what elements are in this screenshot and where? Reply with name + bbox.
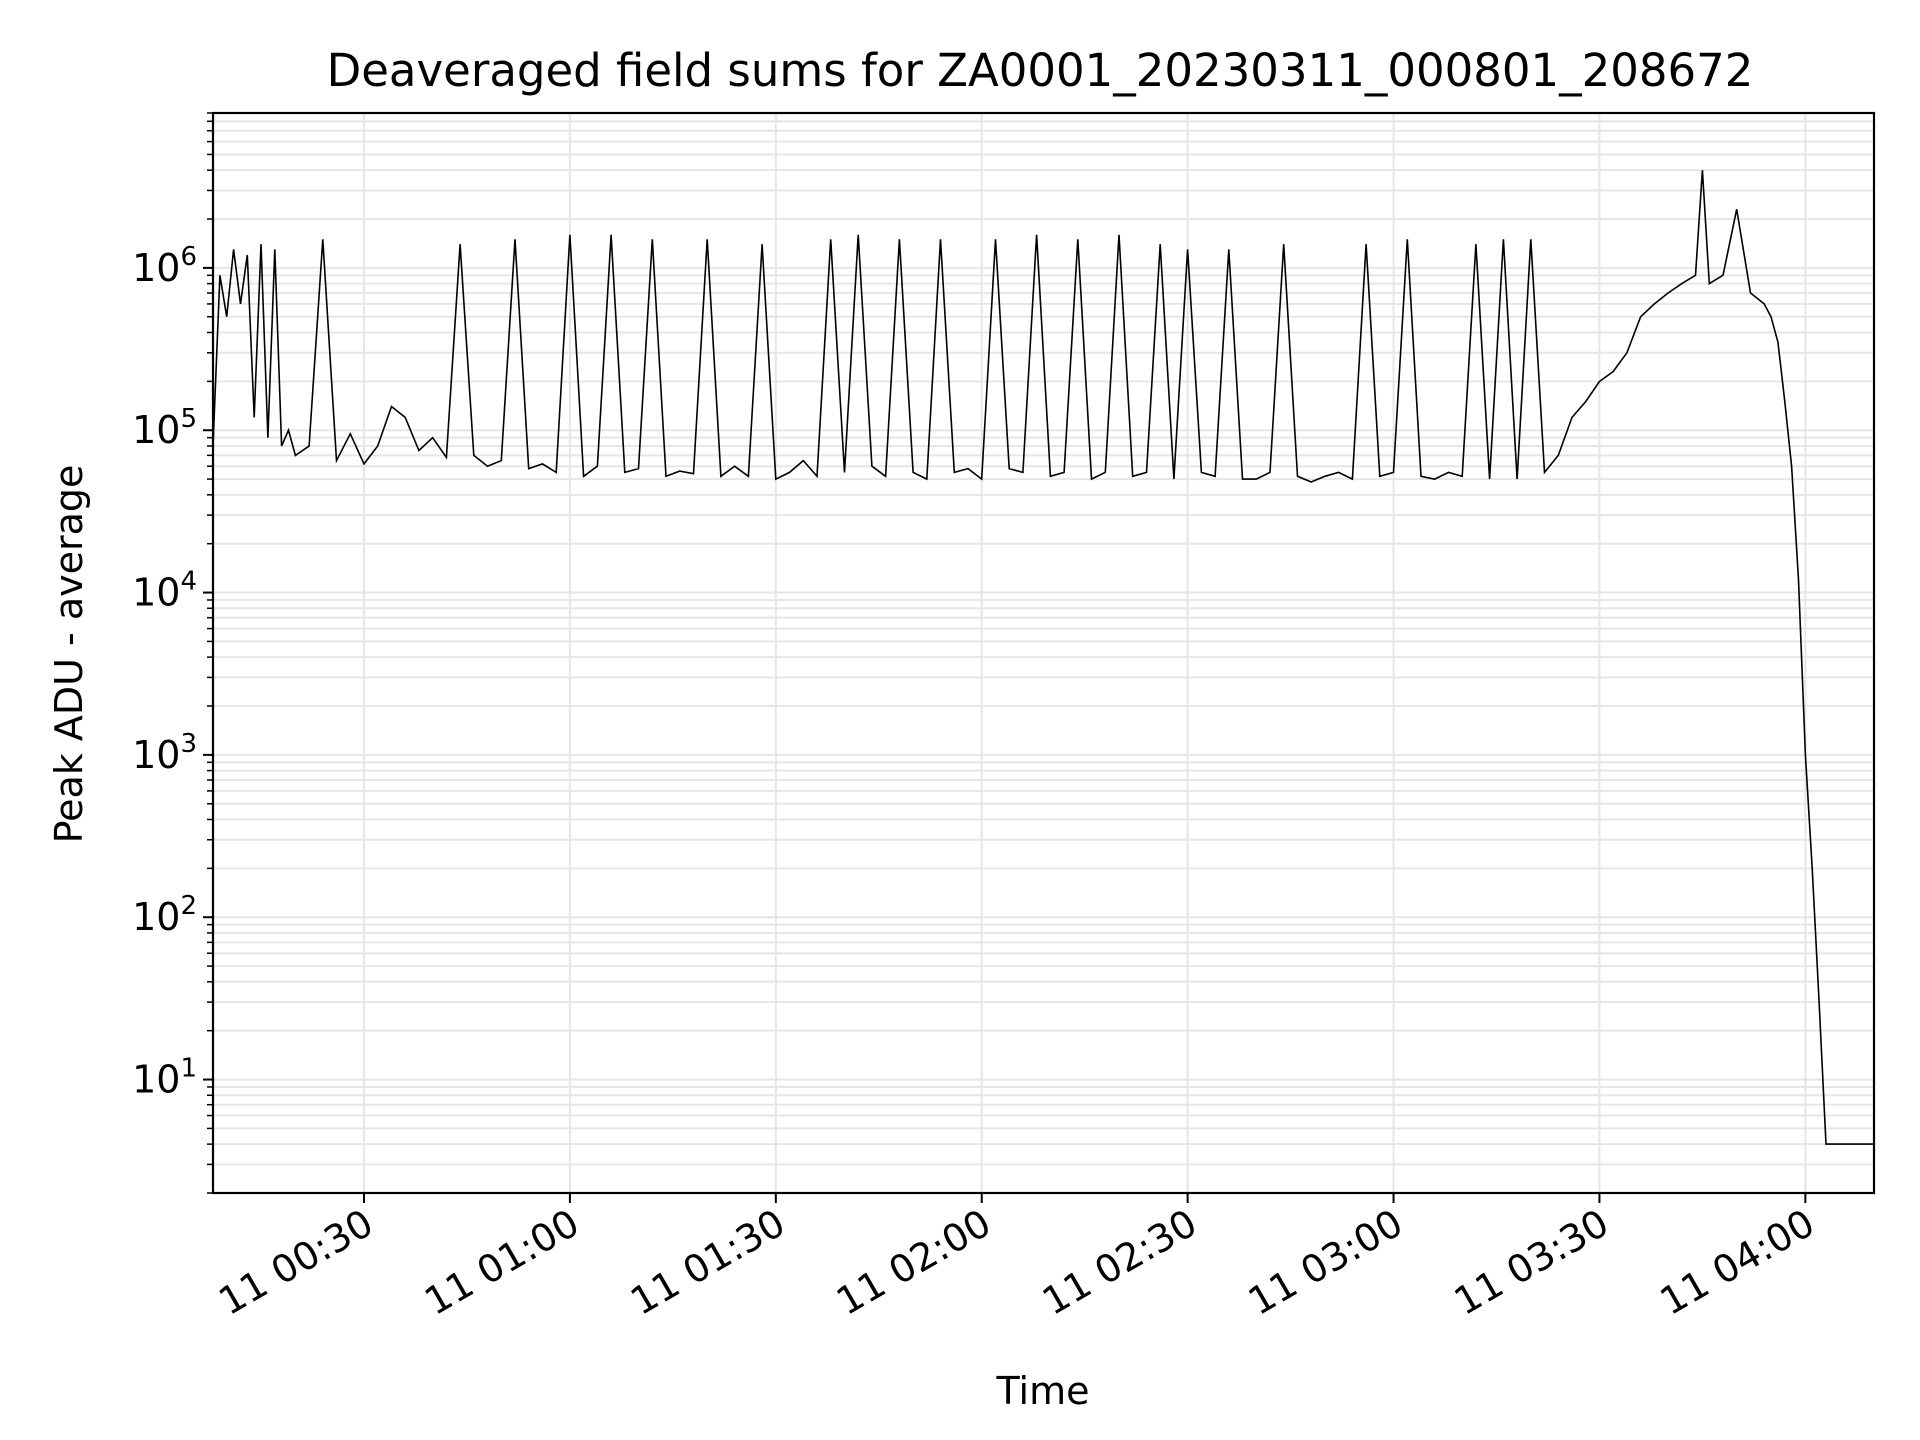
y-tick-label: 101 xyxy=(132,1054,197,1102)
y-axis: 101 102 103 104 105 106 xyxy=(132,112,213,1194)
y-axis-label: Peak ADU - average xyxy=(47,465,91,844)
plot-frame xyxy=(211,111,1876,1195)
chart-title: Deaveraged field sums for ZA0001_2023031… xyxy=(327,44,1754,97)
y-tick-label: 106 xyxy=(132,242,197,290)
y-tick-label: 102 xyxy=(132,891,197,939)
x-axis-label: Time xyxy=(996,1369,1090,1413)
y-tick-label: 103 xyxy=(132,729,197,777)
series-line xyxy=(212,170,1874,1145)
plot-area xyxy=(212,170,1874,1145)
y-tick-label: 104 xyxy=(132,567,197,615)
y-tick-label: 105 xyxy=(132,404,197,452)
grid xyxy=(213,112,1874,1194)
